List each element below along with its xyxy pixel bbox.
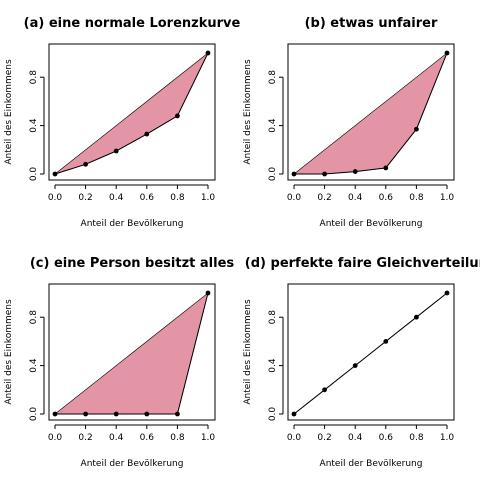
y-tick-label: 0.4 <box>29 358 39 373</box>
data-point <box>52 411 58 417</box>
y-axis-label: Anteil des Einkommens <box>243 299 253 405</box>
data-point <box>205 50 211 56</box>
panel-2: 0.0 0.2 0.4 0.6 0.8 1.0 0.0 0.4 0.8 Anteil der Be… <box>243 16 455 229</box>
data-point <box>83 411 88 417</box>
data-point <box>352 363 358 368</box>
x-tick-label: 0.0 <box>287 193 302 203</box>
plot-box <box>287 43 455 181</box>
data-point <box>414 126 419 132</box>
x-tick-label: 0.0 <box>48 193 63 203</box>
y-tick-label: 0.8 <box>268 310 278 325</box>
data-point <box>414 314 419 320</box>
x-tick-label: 1.0 <box>201 193 216 203</box>
lorenz-curve <box>55 292 209 415</box>
x-tick-label: 0.2 <box>317 433 331 443</box>
x-tick-label: 0.2 <box>78 433 92 443</box>
inequality-area <box>293 52 448 175</box>
data-point <box>444 290 450 296</box>
chart-title: (c) eine Person besitzt alles <box>30 256 235 271</box>
y-tick-label: 0.8 <box>268 70 278 85</box>
inequality-area <box>54 52 209 175</box>
x-tick-label: 0.2 <box>78 193 92 203</box>
data-point <box>175 113 180 119</box>
y-tick-label: 0.0 <box>268 167 278 182</box>
plot-box <box>287 283 455 421</box>
data-point <box>52 171 58 177</box>
panel-4: 0.0 0.2 0.4 0.6 0.8 1.0 0.0 0.4 0.8 Anteil der Be… <box>243 256 480 469</box>
x-tick-label: 0.6 <box>140 433 155 443</box>
data-point <box>291 171 297 177</box>
y-axis-label: Anteil des Einkommens <box>243 59 253 165</box>
x-tick-label: 0.4 <box>109 193 124 203</box>
lorenz-curve <box>54 52 209 175</box>
x-tick-label: 0.2 <box>317 193 331 203</box>
lorenz-curve <box>294 52 448 175</box>
x-tick-label: 0.8 <box>170 193 185 203</box>
x-tick-label: 0.4 <box>109 433 124 443</box>
x-tick-label: 0.4 <box>348 193 363 203</box>
data-point <box>144 131 150 137</box>
x-tick-label: 0.6 <box>140 193 155 203</box>
data-point <box>383 165 389 171</box>
x-tick-label: 0.0 <box>287 433 302 443</box>
x-tick-label: 1.0 <box>201 433 216 443</box>
data-point <box>352 169 358 174</box>
data-point <box>113 411 119 417</box>
x-axis-label: Anteil der Bevölkerung <box>81 459 184 469</box>
y-tick-label: 0.4 <box>268 358 278 373</box>
data-point <box>175 411 180 417</box>
y-tick-label: 0.8 <box>29 310 39 325</box>
data-point <box>83 161 88 167</box>
data-point <box>383 339 389 344</box>
x-tick-label: 0.4 <box>348 433 363 443</box>
x-axis-label: Anteil der Bevölkerung <box>320 219 423 229</box>
lorenz-curve <box>293 292 448 415</box>
panel-3: 0.0 0.2 0.4 0.6 0.8 1.0 0.0 0.4 0.8 Anteil der Be… <box>4 256 234 469</box>
x-tick-label: 0.0 <box>48 433 63 443</box>
y-tick-label: 0.0 <box>268 407 278 422</box>
panel-1: 0.0 0.2 0.4 0.6 0.8 1.0 0.0 0.4 0.8 Anteil der Be… <box>4 16 240 229</box>
x-tick-label: 0.8 <box>409 193 424 203</box>
y-axis-label: Anteil des Einkommens <box>4 59 14 165</box>
y-tick-label: 0.8 <box>29 70 39 85</box>
chart-title: (d) perfekte faire Gleichverteilung <box>245 256 480 271</box>
y-tick-label: 0.4 <box>268 118 278 133</box>
x-axis-label: Anteil der Bevölkerung <box>81 219 184 229</box>
data-point <box>291 411 297 417</box>
x-tick-label: 0.6 <box>379 193 394 203</box>
y-tick-label: 0.4 <box>29 118 39 133</box>
x-tick-label: 1.0 <box>440 433 455 443</box>
data-point <box>113 148 119 154</box>
y-tick-label: 0.0 <box>29 167 39 182</box>
data-point <box>322 171 327 177</box>
x-tick-label: 0.8 <box>409 433 424 443</box>
chart-title: (a) eine normale Lorenzkurve <box>24 16 241 31</box>
data-point <box>322 387 327 393</box>
inequality-area <box>54 292 209 415</box>
x-axis-label: Anteil der Bevölkerung <box>320 459 423 469</box>
data-point <box>205 290 211 296</box>
plot-box <box>48 43 216 181</box>
chart-title: (b) etwas unfairer <box>305 16 438 31</box>
plot-box <box>48 283 216 421</box>
data-point <box>144 411 150 417</box>
data-point <box>444 50 450 56</box>
x-tick-label: 0.8 <box>170 433 185 443</box>
y-axis-label: Anteil des Einkommens <box>4 299 14 405</box>
x-tick-label: 0.6 <box>379 433 394 443</box>
y-tick-label: 0.0 <box>29 407 39 422</box>
x-tick-label: 1.0 <box>440 193 455 203</box>
